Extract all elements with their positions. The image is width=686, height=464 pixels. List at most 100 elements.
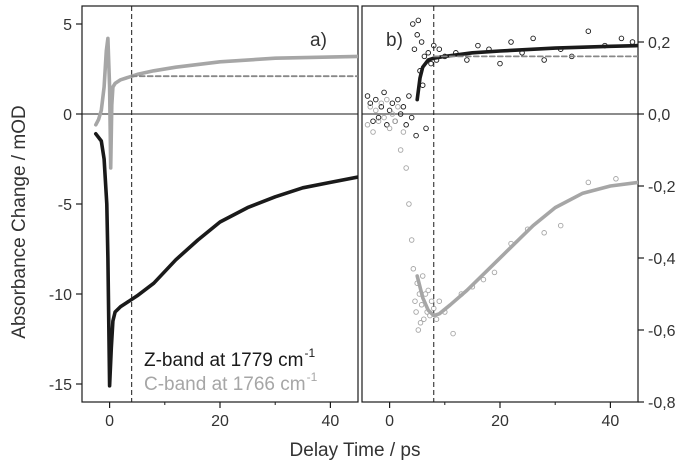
scatter-point-c-band-data — [413, 309, 419, 315]
scatter-point-c-band-data — [364, 122, 371, 128]
y-tick-label: -10 — [49, 287, 72, 304]
scatter-point-c-band-data — [585, 179, 592, 186]
y-tick-label: -15 — [49, 377, 72, 394]
y-tick-label: -0,4 — [648, 251, 676, 268]
scatter-point-z-band-data — [629, 39, 636, 45]
scatter-point-c-band-data — [613, 176, 619, 182]
y-tick-label: -0,2 — [648, 179, 676, 196]
scatter-point-c-band-data — [375, 118, 382, 124]
legend-entry: C-band at 1766 cm — [144, 374, 306, 395]
scatter-point-z-band-data — [411, 46, 418, 52]
scatter-point-z-band-data — [530, 35, 536, 42]
scatter-point-z-band-data — [400, 104, 407, 110]
y-tick-label: -0,8 — [648, 395, 676, 412]
scatter-point-c-band-data — [419, 273, 426, 279]
y-tick-label: 0 — [63, 107, 72, 124]
scatter-point-z-band-data — [414, 32, 420, 38]
scatter-point-c-band-data — [408, 237, 415, 243]
plot-frame — [361, 5, 639, 403]
scatter-point-c-band-data — [410, 266, 417, 272]
scatter-point-z-band-data — [367, 100, 374, 106]
scatter-point-z-band-data — [508, 39, 514, 45]
scatter-point-z-band-data — [406, 93, 412, 99]
scatter-point-z-band-data — [418, 39, 425, 45]
scatter-point-c-band-data — [421, 316, 427, 322]
y-tick-label: -5 — [58, 197, 72, 214]
scatter-point-c-band-data — [406, 201, 412, 207]
scatter-point-c-band-data — [480, 276, 487, 283]
scatter-point-c-band-data — [403, 165, 409, 171]
scatter-point-z-band-data — [408, 114, 415, 121]
scatter-point-z-band-data — [464, 57, 470, 63]
scatter-point-z-band-data — [389, 100, 396, 106]
scatter-point-z-band-data — [410, 21, 416, 27]
x-tick-label: 0 — [385, 413, 394, 430]
series-line-c-band-at-1766-cm-1 — [94, 36, 358, 170]
series-line-c-band-fit — [415, 180, 638, 318]
plot-area — [364, 17, 638, 337]
scatter-point-z-band-data — [618, 35, 625, 42]
panel-b: 0 20 40 0,2 0,0 -0,2 -0,4 -0,6 -0,8 b) — [361, 5, 676, 430]
legend-superscript: -1 — [307, 370, 318, 384]
scatter-point-c-band-data — [400, 129, 407, 135]
scatter-point-z-band-data — [585, 28, 592, 34]
scatter-point-z-band-data — [415, 17, 422, 24]
legend: Z-band at 1779 cm -1C-band at 1766 cm -1 — [144, 346, 318, 395]
scatter-point-z-band-data — [425, 50, 431, 56]
scatter-point-z-band-data — [497, 60, 503, 67]
scatter-point-c-band-data — [397, 147, 404, 153]
scatter-point-c-band-data — [415, 327, 422, 333]
scatter-point-c-band-data — [392, 118, 398, 124]
scatter-point-c-band-data — [381, 114, 387, 121]
scatter-point-z-band-data — [428, 60, 434, 67]
y-tick-label: 0,0 — [648, 107, 670, 124]
scatter-point-c-band-data — [491, 269, 498, 276]
scatter-point-c-band-data — [417, 320, 424, 326]
scatter-point-c-band-data — [436, 298, 443, 304]
scatter-point-z-band-data — [364, 93, 371, 99]
series-line-z-band-fit — [415, 43, 638, 102]
scatter-point-c-band-data — [373, 107, 379, 114]
scatter-point-c-band-data — [425, 287, 431, 294]
panel-label: b) — [386, 30, 403, 51]
scatter-point-z-band-data — [423, 125, 429, 132]
scatter-point-c-band-data — [370, 129, 376, 135]
legend-entry: Z-band at 1779 cm — [144, 350, 303, 371]
scatter-point-z-band-data — [403, 122, 409, 128]
x-tick-label: 0 — [105, 413, 114, 430]
scatter-point-z-band-data — [373, 96, 379, 103]
scatter-point-c-band-data — [395, 104, 401, 110]
scatter-point-z-band-data — [413, 132, 419, 139]
x-tick-label: 40 — [602, 413, 620, 430]
scatter-point-c-band-data — [389, 111, 396, 117]
scatter-point-c-band-data — [450, 330, 456, 337]
scatter-point-c-band-data — [557, 222, 564, 229]
scatter-point-z-band-data — [375, 114, 382, 121]
scatter-point-c-band-data — [428, 298, 435, 304]
scatter-point-z-band-data — [475, 42, 481, 49]
panels: 0 20 40 5 0 -5 -10 -15 a) 0 20 40 0,2 0,0 -0,2 -0,4 -0,6… — [49, 5, 676, 430]
scatter-point-c-band-data — [541, 230, 547, 236]
x-tick-label: 40 — [322, 413, 340, 430]
scatter-point-z-band-data — [386, 107, 393, 114]
scatter-point-z-band-data — [378, 104, 385, 110]
scatter-point-c-band-data — [384, 96, 390, 103]
scatter-point-z-band-data — [370, 118, 376, 124]
x-tick-label: 20 — [211, 413, 229, 430]
plot-frame — [81, 5, 359, 403]
scatter-point-z-band-data — [395, 96, 401, 103]
y-tick-label: 0,2 — [648, 35, 670, 52]
series-line-z-band-at-1779-cm-1 — [94, 132, 358, 388]
scatter-point-c-band-data — [386, 125, 393, 132]
scatter-point-z-band-data — [384, 122, 390, 128]
panel-a: 0 20 40 5 0 -5 -10 -15 a) — [49, 5, 359, 430]
x-tick-label: 20 — [491, 413, 509, 430]
scatter-point-z-band-data — [419, 82, 426, 88]
scatter-point-z-band-data — [421, 53, 428, 60]
panel-label: a) — [310, 30, 327, 51]
y-tick-label: -0,6 — [648, 323, 676, 340]
legend-superscript: -1 — [304, 346, 315, 360]
scatter-point-z-band-data — [431, 42, 437, 49]
scatter-point-z-band-data — [397, 111, 404, 117]
